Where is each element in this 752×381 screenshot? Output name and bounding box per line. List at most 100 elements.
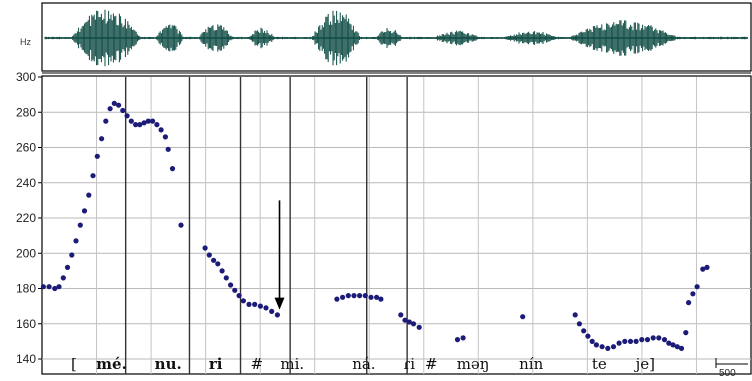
f0-point xyxy=(202,245,208,251)
f0-point xyxy=(46,284,52,290)
f0-point xyxy=(605,345,611,351)
f0-point xyxy=(357,293,363,299)
f0-point xyxy=(60,275,66,281)
y-tick-label: 260 xyxy=(16,141,36,155)
f0-point xyxy=(219,268,225,274)
y-tick-label: 300 xyxy=(16,70,36,84)
segment-label: mé. xyxy=(96,355,127,373)
y-tick-label: 160 xyxy=(16,317,36,331)
arrow-annotation xyxy=(274,200,285,310)
f0-point xyxy=(666,340,672,346)
f0-point xyxy=(158,127,164,133)
f0-point xyxy=(589,338,595,344)
segment-label: ɾi xyxy=(403,355,415,373)
f0-point xyxy=(81,208,88,214)
f0-point xyxy=(86,192,92,198)
f0-point xyxy=(228,282,234,288)
segment-label: # xyxy=(425,355,438,373)
f0-point xyxy=(269,308,275,314)
segment-label: ri xyxy=(209,355,223,373)
f0-point xyxy=(639,337,645,343)
f0-point xyxy=(211,257,217,263)
f0-point xyxy=(263,305,269,311)
f0-point xyxy=(252,301,258,307)
f0-point xyxy=(627,338,634,344)
scale-bar: 500 xyxy=(715,358,748,379)
waveform-unit-label: Hz xyxy=(20,37,31,47)
y-tick-label: 240 xyxy=(16,176,36,190)
f0-point xyxy=(351,293,357,299)
scale-bar-label: 500 xyxy=(719,368,736,379)
f0-point xyxy=(99,136,105,142)
f0-point xyxy=(520,314,526,320)
f0-point xyxy=(690,291,696,297)
f0-point xyxy=(633,338,639,344)
f0-point xyxy=(398,312,404,318)
f0-point xyxy=(678,345,685,351)
y-tick-label: 280 xyxy=(16,105,36,119)
segment-label: # xyxy=(251,355,264,373)
f0-point xyxy=(94,153,100,159)
plot-area xyxy=(41,75,752,375)
f0-point xyxy=(460,335,466,341)
f0-point xyxy=(215,261,221,267)
f0-point xyxy=(454,337,461,343)
y-tick-label: 180 xyxy=(16,282,36,296)
f0-point xyxy=(694,284,700,290)
segment-boundaries xyxy=(124,77,408,374)
f0-point xyxy=(223,275,229,281)
f0-point xyxy=(107,106,113,112)
f0-point xyxy=(56,284,62,290)
f0-point xyxy=(111,100,117,106)
f0-point xyxy=(240,298,246,304)
f0-point xyxy=(232,287,238,293)
f0-point xyxy=(137,122,143,128)
f0-point xyxy=(616,340,622,346)
y-tick-label: 140 xyxy=(16,352,36,366)
f0-point xyxy=(670,342,676,348)
f0-point xyxy=(599,344,605,350)
f0-point xyxy=(69,252,75,258)
f0-point xyxy=(133,122,139,128)
segment-label: nín xyxy=(519,355,543,373)
grid xyxy=(42,77,751,374)
f0-point xyxy=(402,317,408,323)
f0-point xyxy=(77,222,83,228)
f0-point xyxy=(410,321,417,327)
f0-point xyxy=(340,294,346,300)
f0-point xyxy=(576,321,583,327)
segment-label: te xyxy=(592,355,607,373)
f0-point xyxy=(103,118,109,124)
segment-label: ná. xyxy=(352,355,375,373)
f0-point xyxy=(661,337,668,343)
f0-point xyxy=(374,294,380,300)
segment-label: [ xyxy=(71,355,77,373)
f0-point xyxy=(150,118,156,124)
f0-point xyxy=(206,252,212,258)
y-tick-label: 200 xyxy=(16,246,36,260)
y-tick-label: 220 xyxy=(16,211,36,225)
segment-label: mi. xyxy=(280,355,304,373)
f0-point xyxy=(40,284,47,290)
y-axis: 300 280 260 240 220 200 180 160 140 xyxy=(16,70,42,366)
f0-point xyxy=(64,264,71,270)
f0-point xyxy=(141,120,147,126)
f0-point xyxy=(368,294,374,300)
f0-point xyxy=(52,285,58,292)
f0-point xyxy=(650,335,656,341)
waveform xyxy=(44,9,748,67)
f0-point xyxy=(124,113,130,119)
f0-point xyxy=(416,324,422,330)
f0-point xyxy=(683,330,689,336)
f0-point xyxy=(90,173,96,179)
f0-point xyxy=(246,301,252,307)
f0-point xyxy=(610,344,617,350)
f0-point xyxy=(581,328,587,334)
f0-point xyxy=(73,238,79,244)
f0-point xyxy=(165,146,171,152)
f0-point xyxy=(145,118,151,124)
f0-point xyxy=(656,335,662,341)
f0-point xyxy=(128,118,134,124)
segment-label: je] xyxy=(634,355,655,373)
f0-point xyxy=(154,122,160,128)
